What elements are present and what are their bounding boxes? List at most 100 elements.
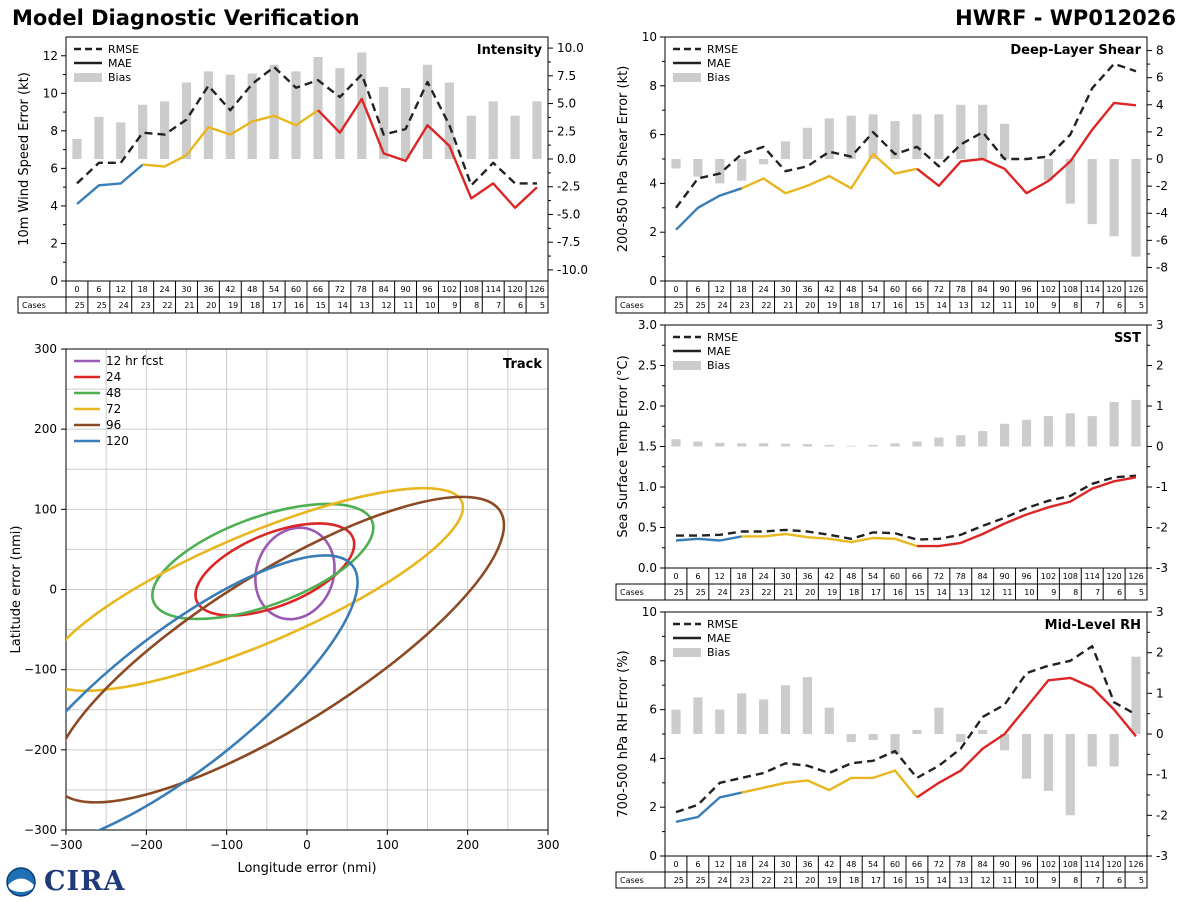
rmse-line <box>76 65 537 187</box>
lead-time-label: 66 <box>912 285 922 294</box>
bias-bar <box>890 734 900 755</box>
legend-label: Bias <box>707 646 730 659</box>
y2-tick-label: 1 <box>1156 686 1164 700</box>
lead-time-label: 72 <box>934 285 944 294</box>
y-tick-label: 0 <box>49 583 57 597</box>
case-count: 6 <box>1117 876 1122 885</box>
noaa-icon <box>6 867 36 897</box>
case-count: 11 <box>1002 301 1012 310</box>
case-count: 8 <box>1073 301 1078 310</box>
y2-tick-label: 2 <box>1156 646 1164 660</box>
bias-bar <box>1000 123 1010 159</box>
lead-time-label: 78 <box>357 285 367 294</box>
y-tick-label: 2.0 <box>638 399 657 413</box>
lead-time-label: 114 <box>486 285 501 294</box>
bias-bar <box>1131 399 1141 447</box>
legend-label: MAE <box>707 345 731 358</box>
y-tick-label: 2 <box>649 800 657 814</box>
case-count: 20 <box>206 301 216 310</box>
y-tick-label: 1.0 <box>638 480 657 494</box>
lead-time-label: 30 <box>181 285 191 294</box>
case-count: 15 <box>915 876 925 885</box>
lead-time-label: 54 <box>868 860 878 869</box>
bias-bar <box>846 115 856 159</box>
case-count: 18 <box>849 588 859 597</box>
case-count: 15 <box>915 588 925 597</box>
y2-tick-label: -1 <box>1156 768 1168 782</box>
mae-line-long <box>916 101 1137 195</box>
y-tick-label: 0 <box>649 849 657 863</box>
case-count: 8 <box>1073 588 1078 597</box>
case-count: 9 <box>1051 588 1056 597</box>
case-count: 17 <box>871 876 881 885</box>
case-count: 10 <box>425 301 435 310</box>
y2-tick-label: 2 <box>1156 125 1164 139</box>
lead-time-label: 30 <box>780 572 790 581</box>
case-count: 10 <box>1024 588 1034 597</box>
lead-time-label: 108 <box>1063 572 1078 581</box>
lead-time-label: 48 <box>846 572 856 581</box>
bias-bar <box>956 104 966 159</box>
case-count: 23 <box>739 588 749 597</box>
y2-tick-label: 8 <box>1156 44 1164 58</box>
lead-time-label: 6 <box>695 572 700 581</box>
lead-time-label: 18 <box>138 285 148 294</box>
case-count: 22 <box>162 301 172 310</box>
track-ellipse <box>194 522 356 617</box>
case-count: 12 <box>980 588 990 597</box>
bias-bar <box>715 442 725 447</box>
lead-time-label: 42 <box>824 572 834 581</box>
case-count: 15 <box>915 301 925 310</box>
lead-time-label: 120 <box>1106 860 1121 869</box>
lead-time-label: 24 <box>758 572 768 581</box>
bias-bar <box>1087 734 1097 767</box>
bias-bar <box>1021 419 1032 447</box>
y-tick-label: 0.5 <box>638 521 657 535</box>
case-count: 6 <box>518 301 523 310</box>
cases-header-cell <box>615 583 666 601</box>
mae-line-mid <box>741 152 918 195</box>
lead-time-label: 60 <box>890 572 900 581</box>
bias-bar <box>802 677 812 734</box>
case-count: 9 <box>1051 301 1056 310</box>
mae-line-short <box>675 791 742 823</box>
y2-tick-label: -6 <box>1156 233 1168 247</box>
rmse-line <box>675 645 1137 814</box>
legend-label: 120 <box>106 434 129 448</box>
lead-time-label: 72 <box>934 860 944 869</box>
mae-line-short <box>675 187 743 231</box>
bias-bar <box>379 86 389 159</box>
legend-label: RMSE <box>707 331 738 344</box>
chart-intensity: 024681012-10.0-7.5-5.0-2.50.02.55.07.510… <box>17 36 588 314</box>
case-count: 5 <box>1139 301 1144 310</box>
lead-time-label: 108 <box>1063 285 1078 294</box>
legend-label: RMSE <box>108 43 139 56</box>
y-tick-label: 10 <box>43 86 58 100</box>
case-count: 24 <box>718 588 728 597</box>
bias-bar <box>693 441 703 447</box>
case-count: 25 <box>674 588 684 597</box>
bias-bar <box>824 118 834 159</box>
cases-header-label: Cases <box>620 588 644 597</box>
case-count: 18 <box>849 876 859 885</box>
bias-bar <box>466 115 476 159</box>
mae-line-long <box>317 97 538 209</box>
case-count: 17 <box>871 588 881 597</box>
case-count: 8 <box>474 301 479 310</box>
case-count: 9 <box>452 301 457 310</box>
lead-time-label: 108 <box>1063 860 1078 869</box>
case-count: 10 <box>1024 301 1034 310</box>
bias-bar <box>1109 402 1119 447</box>
case-count: 18 <box>849 301 859 310</box>
lead-time-label: 6 <box>96 285 101 294</box>
y2-tick-label: 0 <box>1156 440 1164 454</box>
bias-bar <box>116 122 126 159</box>
lead-time-label: 114 <box>1085 860 1100 869</box>
cases-header-cell <box>17 296 67 314</box>
case-count: 5 <box>540 301 545 310</box>
case-count: 14 <box>937 301 947 310</box>
case-count: 16 <box>294 301 304 310</box>
y2-tick-label: -3 <box>1156 849 1168 863</box>
bias-bar <box>1043 734 1053 791</box>
